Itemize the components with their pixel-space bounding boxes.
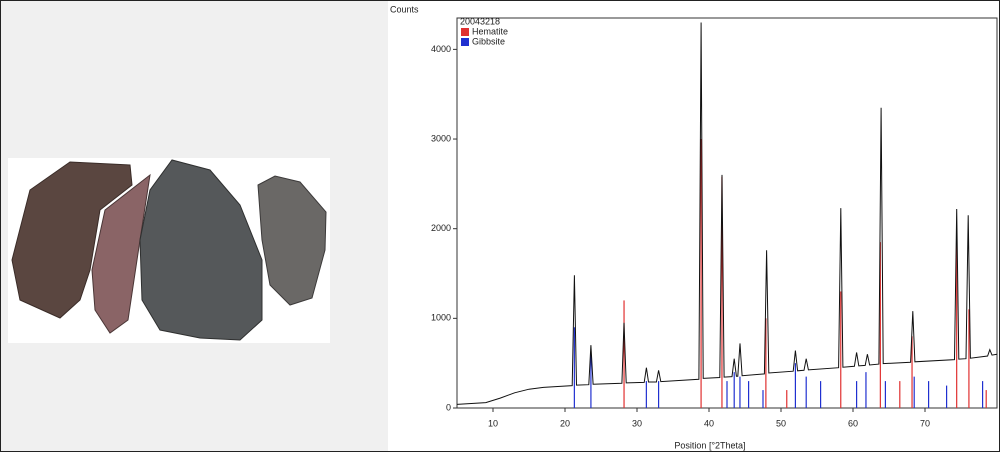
x-tick-label: 10 bbox=[488, 418, 498, 428]
y-tick-label: 3000 bbox=[431, 133, 451, 143]
y-tick-label: 4000 bbox=[431, 44, 451, 54]
legend-label: Gibbsite bbox=[472, 36, 505, 46]
y-tick-label: 2000 bbox=[431, 223, 451, 233]
y-tick-label: 0 bbox=[446, 402, 451, 412]
pattern-line bbox=[457, 23, 997, 405]
x-tick-label: 20 bbox=[560, 418, 570, 428]
x-axis-label: Position [°2Theta] bbox=[674, 440, 745, 450]
x-tick-label: 30 bbox=[632, 418, 642, 428]
legend-swatch bbox=[461, 28, 469, 36]
legend-swatch bbox=[461, 38, 469, 46]
x-tick-label: 50 bbox=[776, 418, 786, 428]
x-tick-label: 70 bbox=[920, 418, 930, 428]
legend-label: Hematite bbox=[472, 26, 508, 36]
x-tick-label: 60 bbox=[848, 418, 858, 428]
y-axis-label: Counts bbox=[390, 4, 419, 14]
y-tick-label: 1000 bbox=[431, 313, 451, 323]
plot-frame bbox=[457, 18, 997, 408]
figure: Counts Position [°2Theta] 0 1000 2000 3000 4… bbox=[0, 0, 1000, 452]
x-tick-label: 40 bbox=[704, 418, 714, 428]
legend-title: 20043218 bbox=[460, 16, 500, 26]
